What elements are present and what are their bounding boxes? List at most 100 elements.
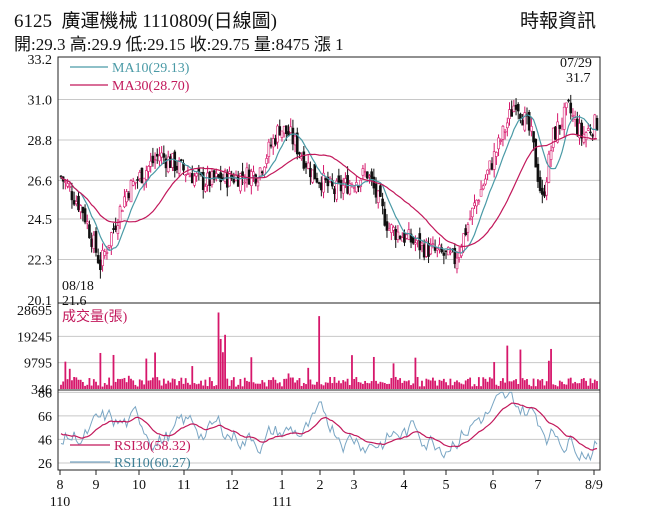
candle-body (96, 255, 100, 264)
candle-body (479, 189, 483, 197)
volume-bar (565, 384, 568, 389)
candle-body (532, 131, 535, 143)
candle-body (368, 175, 371, 178)
volume-bar (134, 384, 137, 389)
candle-body (140, 167, 144, 184)
candle-body (470, 207, 474, 218)
volume-bar (248, 381, 251, 389)
candle-body (543, 191, 546, 197)
volume-bar (412, 383, 415, 389)
volume-bar (359, 382, 362, 389)
volume-bar (68, 368, 71, 389)
volume-bar (108, 377, 111, 389)
volume-bar (228, 385, 231, 389)
volume-bar (552, 384, 555, 389)
volume-bar (116, 378, 119, 389)
candle-body (90, 238, 93, 247)
candle-body (254, 174, 258, 184)
volume-bar (386, 384, 388, 389)
candle-body (473, 202, 476, 207)
year-label: 111 (272, 495, 292, 510)
volume-bar (390, 378, 393, 389)
candle-body (582, 133, 586, 143)
candle-body (72, 200, 76, 205)
price-tick-label: 20.1 (28, 294, 53, 309)
volume-bar (377, 383, 380, 389)
volume-bar (335, 382, 338, 389)
candle-body (390, 224, 393, 233)
volume-bar (397, 379, 399, 389)
volume-bar (388, 383, 391, 389)
volume-bar (307, 367, 310, 389)
candle-body (562, 106, 566, 130)
candle-body (88, 224, 91, 239)
volume-bar (292, 377, 294, 389)
volume-bar (508, 381, 511, 389)
volume-bar (186, 382, 189, 389)
volume-tick-label: 9795 (24, 357, 52, 372)
volume-bar (60, 384, 62, 389)
volume-bar (488, 377, 491, 389)
volume-bar (327, 382, 329, 389)
candle-body (385, 221, 389, 231)
volume-bars (60, 312, 598, 389)
candle-body (155, 153, 159, 157)
candle-body (481, 185, 485, 190)
axis-labels: 33.231.028.826.624.522.320.1286951924597… (17, 53, 603, 510)
volume-bar (171, 378, 174, 389)
volume-bar (399, 378, 402, 389)
volume-bar (519, 349, 522, 389)
candle-body (225, 172, 229, 188)
volume-bar (195, 384, 198, 389)
volume-bar (537, 379, 539, 389)
chart-header-title: 6125 廣運機械 1110809(日線圖) (14, 6, 277, 33)
volume-bar (561, 381, 563, 389)
candle-body (418, 233, 422, 251)
price-tick-label: 26.6 (28, 174, 53, 189)
candle-body (357, 185, 360, 188)
volume-bar (510, 381, 513, 389)
candle-body (569, 102, 573, 114)
volume-bar (589, 378, 592, 389)
candle-body (195, 173, 198, 177)
volume-bar (200, 380, 202, 389)
candle-body (591, 134, 594, 137)
candle-body (190, 173, 194, 184)
candle-body (565, 102, 568, 108)
rsi10-line (60, 391, 598, 462)
candle-body (147, 166, 150, 172)
candle-body (153, 159, 157, 161)
candle-body (291, 127, 295, 145)
volume-bar (259, 383, 261, 389)
volume-bar (337, 380, 340, 389)
candle-body (324, 178, 328, 181)
volume-bar (256, 383, 259, 389)
candle-body (110, 232, 113, 247)
candle-body (499, 140, 503, 142)
price-tick-label: 28.8 (28, 134, 53, 149)
volume-bar (517, 383, 520, 389)
volume-bar (119, 379, 121, 389)
candle-body (398, 235, 402, 239)
candle-body (339, 179, 343, 192)
volume-bar (84, 385, 86, 389)
volume-bar (149, 380, 152, 389)
candle-body (243, 181, 247, 184)
volume-bar (239, 379, 242, 389)
candle-body (346, 175, 349, 194)
chart-period: (日線圖) (207, 11, 278, 32)
volume-bar (526, 379, 528, 389)
volume-bar (471, 386, 474, 389)
volume-bar (241, 386, 244, 389)
candle-body (116, 225, 120, 234)
candle-body (460, 246, 463, 257)
volume-bar (311, 384, 314, 389)
candle-body (495, 152, 498, 157)
candle-body (269, 144, 273, 147)
candle-body (315, 178, 319, 183)
volume-bar (130, 378, 132, 389)
candle-body (501, 125, 505, 140)
volume-bar (322, 385, 325, 389)
volume-bar (243, 377, 246, 389)
volume-bar (294, 382, 296, 389)
